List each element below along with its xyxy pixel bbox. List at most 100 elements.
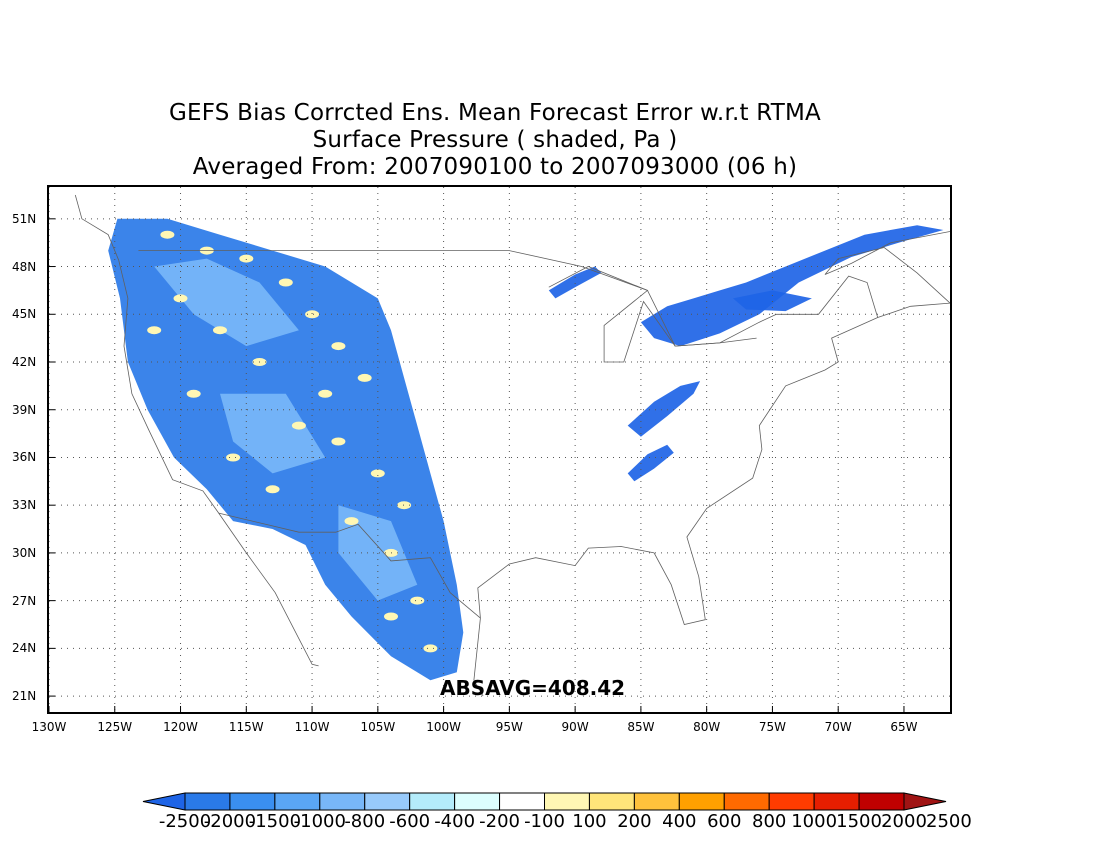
lat-label: 45N	[12, 307, 37, 322]
lon-label: 95W	[495, 720, 523, 734]
lat-label: 21N	[12, 689, 37, 704]
colorbar-label: 2500	[926, 811, 972, 832]
colorbar-label: 400	[662, 811, 697, 832]
shaded-region-positive	[410, 596, 425, 605]
lon-label: 85W	[627, 720, 655, 734]
lat-label: 30N	[12, 545, 37, 560]
colorbar-swatch	[184, 792, 231, 811]
colorbar-label: 1000	[791, 811, 838, 832]
shaded-region-positive	[186, 389, 201, 398]
coastline	[118, 260, 319, 667]
shaded-region-negative	[627, 444, 674, 482]
colorbar-swatch	[274, 792, 321, 811]
colorbar-swatch	[723, 792, 770, 811]
lon-label: 115W	[228, 720, 264, 734]
coastline	[138, 250, 879, 347]
shaded-region-positive	[226, 453, 241, 462]
colorbar-swatch	[588, 792, 635, 811]
coastline	[74, 194, 120, 261]
lon-label: 120W	[163, 720, 198, 734]
shaded-region-positive	[331, 437, 346, 446]
title-line-1: GEFS Bias Corrcted Ens. Mean Forecast Er…	[169, 100, 821, 126]
colorbar-label: 800	[752, 811, 787, 832]
colorbar-swatch	[858, 792, 905, 811]
colorbar-swatch	[229, 792, 276, 811]
colorbar-arrow-high	[903, 792, 947, 811]
lat-label: 27N	[12, 593, 37, 608]
colorbar-swatch	[364, 792, 411, 811]
lat-label: 42N	[12, 355, 37, 369]
colorbar-label: -100	[524, 811, 565, 832]
title-line-3: Averaged From: 2007090100 to 2007093000 …	[192, 154, 798, 180]
shaded-region-negative	[220, 393, 326, 474]
shaded-region-positive	[213, 326, 227, 335]
map-title: GEFS Bias Corrcted Ens. Mean Forecast Er…	[0, 100, 990, 181]
shaded-region-positive	[318, 389, 333, 398]
absavg-label: ABSAVG=408.42	[440, 676, 626, 700]
lon-label: 100W	[426, 720, 461, 734]
shaded-region-negative	[627, 381, 701, 437]
shaded-region-negative	[733, 290, 812, 312]
colorbar-label: -1500	[248, 811, 302, 832]
lon-label: 110W	[294, 720, 330, 734]
lon-label: 80W	[693, 720, 721, 734]
shaded-region-positive	[173, 294, 188, 303]
lat-label: 51N	[12, 211, 37, 226]
colorbar-label: -600	[389, 811, 431, 832]
map-frame	[47, 185, 952, 714]
shaded-region-positive	[160, 230, 175, 239]
lon-label: 65W	[890, 720, 918, 734]
colorbar-swatch	[813, 792, 860, 811]
shaded-region-positive	[331, 342, 346, 351]
shaded-region-positive	[344, 517, 359, 526]
lat-label: 48N	[12, 259, 37, 274]
title-line-2: Surface Pressure ( shaded, Pa )	[312, 127, 678, 153]
shaded-region-positive	[357, 373, 372, 382]
lat-label: 24N	[12, 641, 37, 656]
colorbar-label: 1500	[836, 811, 882, 832]
coastline	[824, 231, 950, 304]
lat-label: 36N	[12, 450, 37, 465]
colorbar-label: -2000	[203, 811, 257, 832]
shaded-region-positive	[305, 310, 320, 319]
lon-label: 125W	[97, 720, 133, 734]
coastline	[473, 618, 484, 697]
colorbar-swatch	[633, 792, 680, 811]
colorbar-swatch	[678, 792, 725, 811]
colorbar-swatch	[768, 792, 815, 811]
colorbar-label: 600	[707, 811, 742, 832]
lat-label: 33N	[12, 498, 37, 513]
lon-label: 130W	[31, 720, 67, 734]
shaded-region-positive	[397, 501, 412, 510]
shaded-region-negative	[338, 505, 418, 601]
lon-label: 90W	[561, 720, 589, 734]
colorbar-swatch	[499, 792, 545, 811]
lon-label: 105W	[360, 720, 396, 734]
shaded-region-positive	[423, 644, 438, 653]
colorbar-swatch	[454, 792, 501, 811]
shaded-region-positive	[384, 612, 398, 621]
coastline	[477, 302, 950, 625]
shaded-region-positive	[291, 421, 306, 430]
colorbar-swatch	[544, 792, 590, 811]
shaded-region-positive	[265, 485, 280, 494]
colorbar-label: -200	[479, 811, 520, 832]
lat-label: 39N	[12, 402, 37, 417]
lon-label: 70W	[824, 720, 852, 734]
colorbar-label: -1000	[293, 811, 346, 832]
colorbar-swatch	[319, 792, 366, 811]
map-plot	[49, 187, 950, 712]
colorbar-label: -2500	[158, 811, 212, 832]
shaded-region-negative	[154, 258, 299, 347]
shaded-region-negative	[640, 225, 944, 347]
colorbar-label: 200	[617, 811, 652, 832]
colorbar-label: 100	[572, 811, 607, 832]
coastline	[218, 512, 481, 619]
shaded-region-positive	[370, 469, 385, 478]
lon-label: 75W	[758, 720, 786, 734]
shaded-region-positive	[239, 254, 254, 263]
colorbar-label: -400	[434, 811, 476, 832]
colorbar-swatch	[409, 792, 456, 811]
colorbar-label: 2000	[881, 811, 927, 832]
colorbar-arrow-low	[142, 792, 186, 811]
